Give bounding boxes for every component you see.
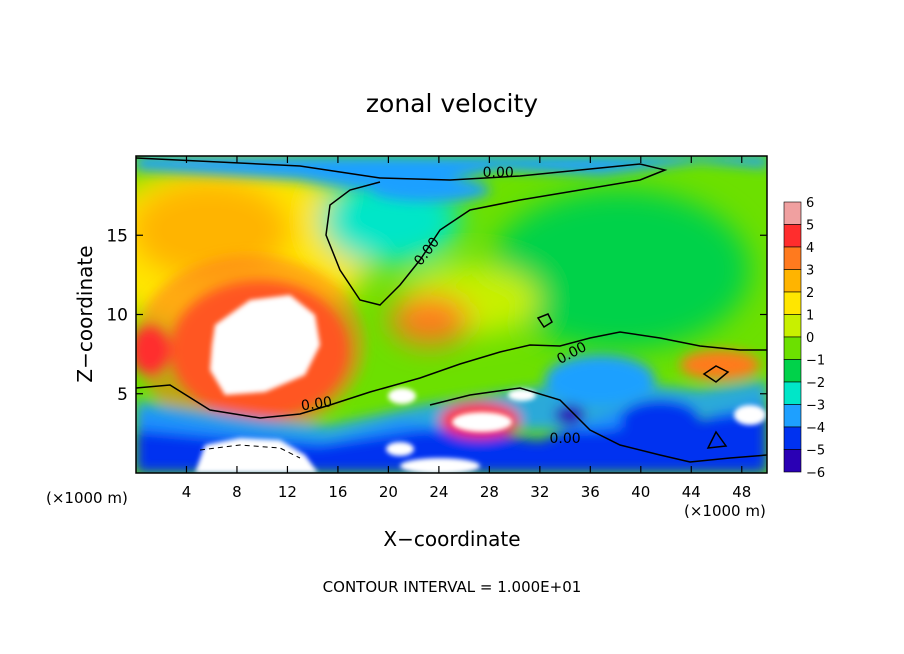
region-white-blob-4 <box>508 389 536 401</box>
colorbar-tick-label: −6 <box>806 466 825 481</box>
colorbar-tick-label: 4 <box>806 241 814 256</box>
contour-label-text: 0.00 <box>549 431 580 447</box>
region-purple <box>555 405 585 425</box>
x-unit-right: (×1000 m) <box>684 502 766 520</box>
region-mid-blue <box>545 355 655 405</box>
colorbar-swatch <box>783 449 802 473</box>
region-white-bottom-2 <box>400 458 480 473</box>
region-top-blue-band <box>136 156 767 190</box>
colorbar-tick-label: 5 <box>806 219 814 234</box>
colorbar-tick-label: −4 <box>806 421 825 436</box>
contour-small-3 <box>706 430 728 449</box>
region-orange-left <box>136 180 290 280</box>
contour-small-1 <box>536 313 553 329</box>
contour-dashed <box>199 444 301 459</box>
region-white-bottom-left <box>195 438 318 473</box>
x-axis-label: X−coordinate <box>383 527 520 551</box>
contour-interval-note: CONTOUR INTERVAL = 1.000E+01 <box>323 578 582 596</box>
x-tick-label: 36 <box>581 483 600 501</box>
colorbar-swatch <box>783 269 802 293</box>
x-tick-label: 20 <box>379 483 398 501</box>
colorbar-tick-label: 3 <box>806 264 814 279</box>
region-orange-right <box>680 350 760 380</box>
contour-small-2 <box>702 365 730 383</box>
contour-low-band <box>429 387 767 463</box>
x-tick-label: 40 <box>631 483 650 501</box>
colorbar-tick-label: −3 <box>806 399 825 414</box>
colorbar-swatch <box>783 336 802 360</box>
region-blue-upper <box>370 178 490 202</box>
y-axis-ticks: 5 10 15 <box>106 226 767 405</box>
colorbar-swatch <box>783 359 802 383</box>
colorbar-swatch <box>783 381 802 405</box>
colorbar-tick-label: 6 <box>806 196 814 211</box>
colorbar-tick-label: 0 <box>806 331 814 346</box>
y-tick-label: 5 <box>117 385 128 405</box>
y-tick-label: 15 <box>106 226 128 246</box>
y-tick-label: 10 <box>106 306 128 326</box>
region-white-blob-5 <box>734 405 766 425</box>
y-axis-label: Z−coordinate <box>73 245 97 382</box>
contour-label: 0.00 <box>300 394 333 414</box>
colorbar-swatch <box>783 314 802 338</box>
colorbar-swatch <box>783 291 802 315</box>
contour-label: 0.00 <box>483 165 514 181</box>
x-tick-label: 28 <box>480 483 499 501</box>
region-white-blob-3 <box>452 412 512 432</box>
x-tick-label: 16 <box>328 483 347 501</box>
colorbar-tick-label: −2 <box>806 376 825 391</box>
colorbar-swatch <box>783 201 802 225</box>
region-darkblue-right <box>620 400 700 440</box>
x-tick-label: 32 <box>530 483 549 501</box>
colorbar-tick-label: 1 <box>806 309 814 324</box>
x-tick-label: 4 <box>182 483 192 501</box>
contour-label-text: 0.00 <box>300 394 333 414</box>
contour-lower <box>136 331 767 419</box>
x-tick-label: 12 <box>278 483 297 501</box>
x-tick-label: 44 <box>682 483 701 501</box>
x-unit-left: (×1000 m) <box>46 489 128 507</box>
colorbar-swatch <box>783 224 802 248</box>
region-green-right <box>490 190 750 350</box>
contour-upper <box>136 157 668 306</box>
colorbar-swatch <box>783 404 802 428</box>
zero-contours <box>136 157 767 463</box>
colorbar: 6 5 4 3 2 1 0 −1 −2 −3 −4 −5 −6 <box>783 196 825 481</box>
colorbar-swatch <box>783 426 802 450</box>
x-axis-ticks: 4 8 12 16 20 24 28 32 36 40 44 48 <box>182 156 751 501</box>
colorbar-tick-label: −5 <box>806 444 825 459</box>
colorbar-tick-label: −1 <box>806 354 825 369</box>
colorbar-tick-label: 2 <box>806 286 814 301</box>
x-tick-label: 8 <box>232 483 242 501</box>
region-white-max <box>210 295 320 395</box>
x-tick-label: 24 <box>429 483 448 501</box>
region-white-bottom-mid <box>386 442 414 456</box>
contour-label-text: 0.00 <box>483 165 514 181</box>
contour-label: 0.00 <box>549 431 580 447</box>
x-tick-label: 48 <box>732 483 751 501</box>
colorbar-swatch <box>783 246 802 270</box>
region-red-left-edge <box>136 325 170 375</box>
chart-title: zonal velocity <box>366 89 538 118</box>
heatmap-field <box>136 156 767 473</box>
region-white-blob-2 <box>388 388 416 404</box>
region-orange-mid <box>390 295 470 345</box>
